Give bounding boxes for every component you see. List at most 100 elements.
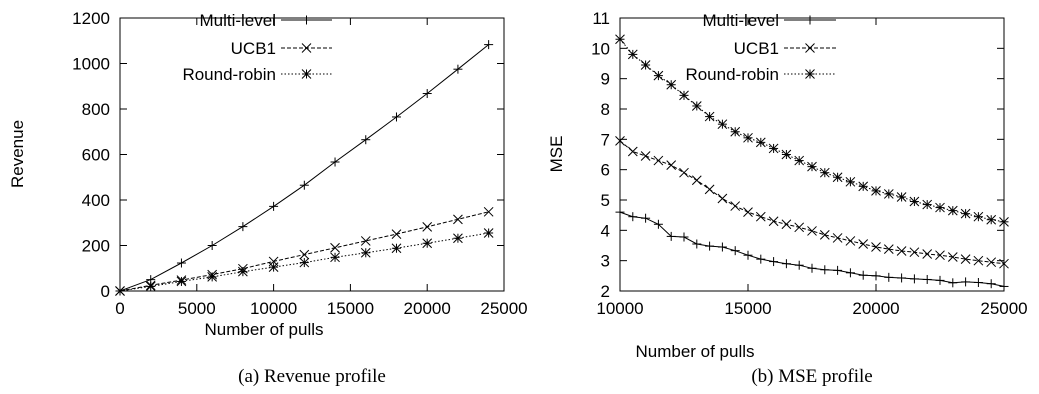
data-point-star — [299, 257, 310, 268]
y-tick-label: 600 — [82, 146, 110, 165]
data-point-star — [947, 205, 958, 216]
data-point-x-d2 — [666, 160, 677, 170]
data-point-star-d2 — [145, 281, 156, 292]
data-point-x-d2 — [807, 226, 817, 236]
data-point-plus — [692, 239, 702, 249]
data-point-x — [832, 233, 843, 243]
data-point-star-d2 — [299, 257, 310, 268]
data-point-x — [679, 167, 689, 178]
data-point-star — [145, 281, 156, 292]
data-point-x-d2 — [691, 175, 702, 186]
data-point-x-d2 — [819, 230, 830, 240]
data-point-plus — [756, 254, 766, 264]
data-point-x-d2 — [781, 219, 792, 230]
data-point-star — [422, 238, 433, 249]
legend-marker-x — [301, 43, 312, 53]
data-point-x — [871, 242, 881, 252]
data-point-plus — [794, 260, 804, 270]
data-point-plus — [269, 201, 279, 211]
data-point-x — [858, 239, 869, 249]
data-point-x — [422, 221, 433, 232]
plot-frame — [119, 17, 505, 292]
series-line-ucb1 — [119, 211, 489, 292]
data-point-x-d2 — [947, 252, 958, 262]
data-point-star — [922, 199, 933, 210]
data-point-star — [704, 111, 715, 122]
data-point-x — [947, 252, 958, 262]
data-point-x-d2 — [858, 239, 869, 249]
chart-caption: (b) MSE profile — [751, 366, 872, 387]
series-line-multi-level — [619, 211, 1005, 287]
data-point-star-d2 — [819, 167, 830, 178]
chart-caption: (a) Revenue profile — [238, 366, 386, 387]
legend-marker-x-d2 — [301, 43, 312, 53]
legend-label: Multi-level — [199, 11, 276, 30]
data-point-plus — [807, 263, 817, 273]
data-point-x — [299, 249, 310, 260]
data-point-star — [615, 34, 625, 45]
data-point-plus — [238, 222, 248, 232]
data-point-plus — [973, 278, 983, 288]
data-point-plus — [820, 265, 830, 275]
x-tick-label: 10000 — [250, 299, 297, 318]
data-point-plus — [299, 180, 309, 190]
data-point-star — [691, 101, 702, 111]
data-point-star — [640, 60, 651, 70]
data-point-star — [960, 208, 971, 219]
data-point-star-d2 — [691, 101, 702, 111]
legend-marker-plus — [805, 15, 815, 25]
x-tick-label: 25000 — [480, 299, 527, 318]
y-tick-label: 2 — [601, 282, 610, 301]
data-point-plus — [330, 157, 340, 167]
data-point-star — [883, 189, 894, 199]
data-point-star-d2 — [391, 243, 402, 254]
data-point-x-d2 — [794, 222, 805, 233]
y-tick-label: 8 — [601, 100, 610, 119]
y-axis-label: Revenue — [8, 120, 27, 188]
data-point-x — [960, 254, 971, 265]
data-point-plus — [897, 273, 907, 283]
data-point-x — [807, 226, 817, 236]
data-point-x-d2 — [871, 242, 881, 252]
data-point-star-d2 — [871, 186, 881, 196]
data-point-star-d2 — [986, 214, 997, 225]
data-point-star-d2 — [653, 70, 664, 81]
data-point-x — [640, 151, 651, 161]
data-point-x-d2 — [730, 201, 741, 211]
x-tick-label: 25000 — [980, 299, 1027, 318]
y-tick-label: 7 — [601, 130, 610, 149]
data-point-star-d2 — [115, 286, 125, 296]
data-point-plus — [909, 274, 919, 284]
data-point-x — [999, 258, 1009, 269]
x-tick-label: 0 — [115, 299, 124, 318]
data-point-star — [973, 211, 984, 222]
data-point-plus — [961, 277, 971, 287]
data-point-plus — [679, 232, 689, 242]
y-axis-label: MSE — [547, 136, 566, 173]
data-point-star — [896, 192, 907, 202]
data-point-x-d2 — [704, 184, 715, 195]
series-line-ucb1 — [619, 140, 1005, 265]
plot-frame — [619, 17, 1005, 292]
data-point-star-d2 — [679, 90, 689, 101]
data-point-x-d2 — [453, 214, 463, 225]
data-point-star — [871, 186, 881, 196]
data-point-x-d2 — [299, 249, 310, 260]
legend-label: Round-robin — [685, 65, 779, 84]
data-point-star-d2 — [896, 192, 907, 202]
legend-label: UCB1 — [231, 39, 276, 58]
x-tick-label: 5000 — [178, 299, 216, 318]
data-point-star-d2 — [883, 189, 894, 199]
panel-mse: 2 3 4 5 6 7 8 9 10 11 10000 15000 20000 25000 Number o… — [547, 9, 1028, 387]
data-point-x — [986, 257, 997, 268]
x-tick-label: 20000 — [404, 299, 451, 318]
data-point-star — [453, 233, 463, 244]
data-point-plus — [730, 246, 740, 256]
data-point-x — [666, 160, 677, 170]
data-point-plus — [641, 213, 651, 223]
data-point-plus — [948, 278, 958, 288]
y-tick-label: 10 — [591, 39, 610, 58]
legend-marker-star-d2 — [301, 69, 312, 79]
data-point-x-d2 — [653, 155, 664, 166]
y-tick-label: 800 — [82, 100, 110, 119]
